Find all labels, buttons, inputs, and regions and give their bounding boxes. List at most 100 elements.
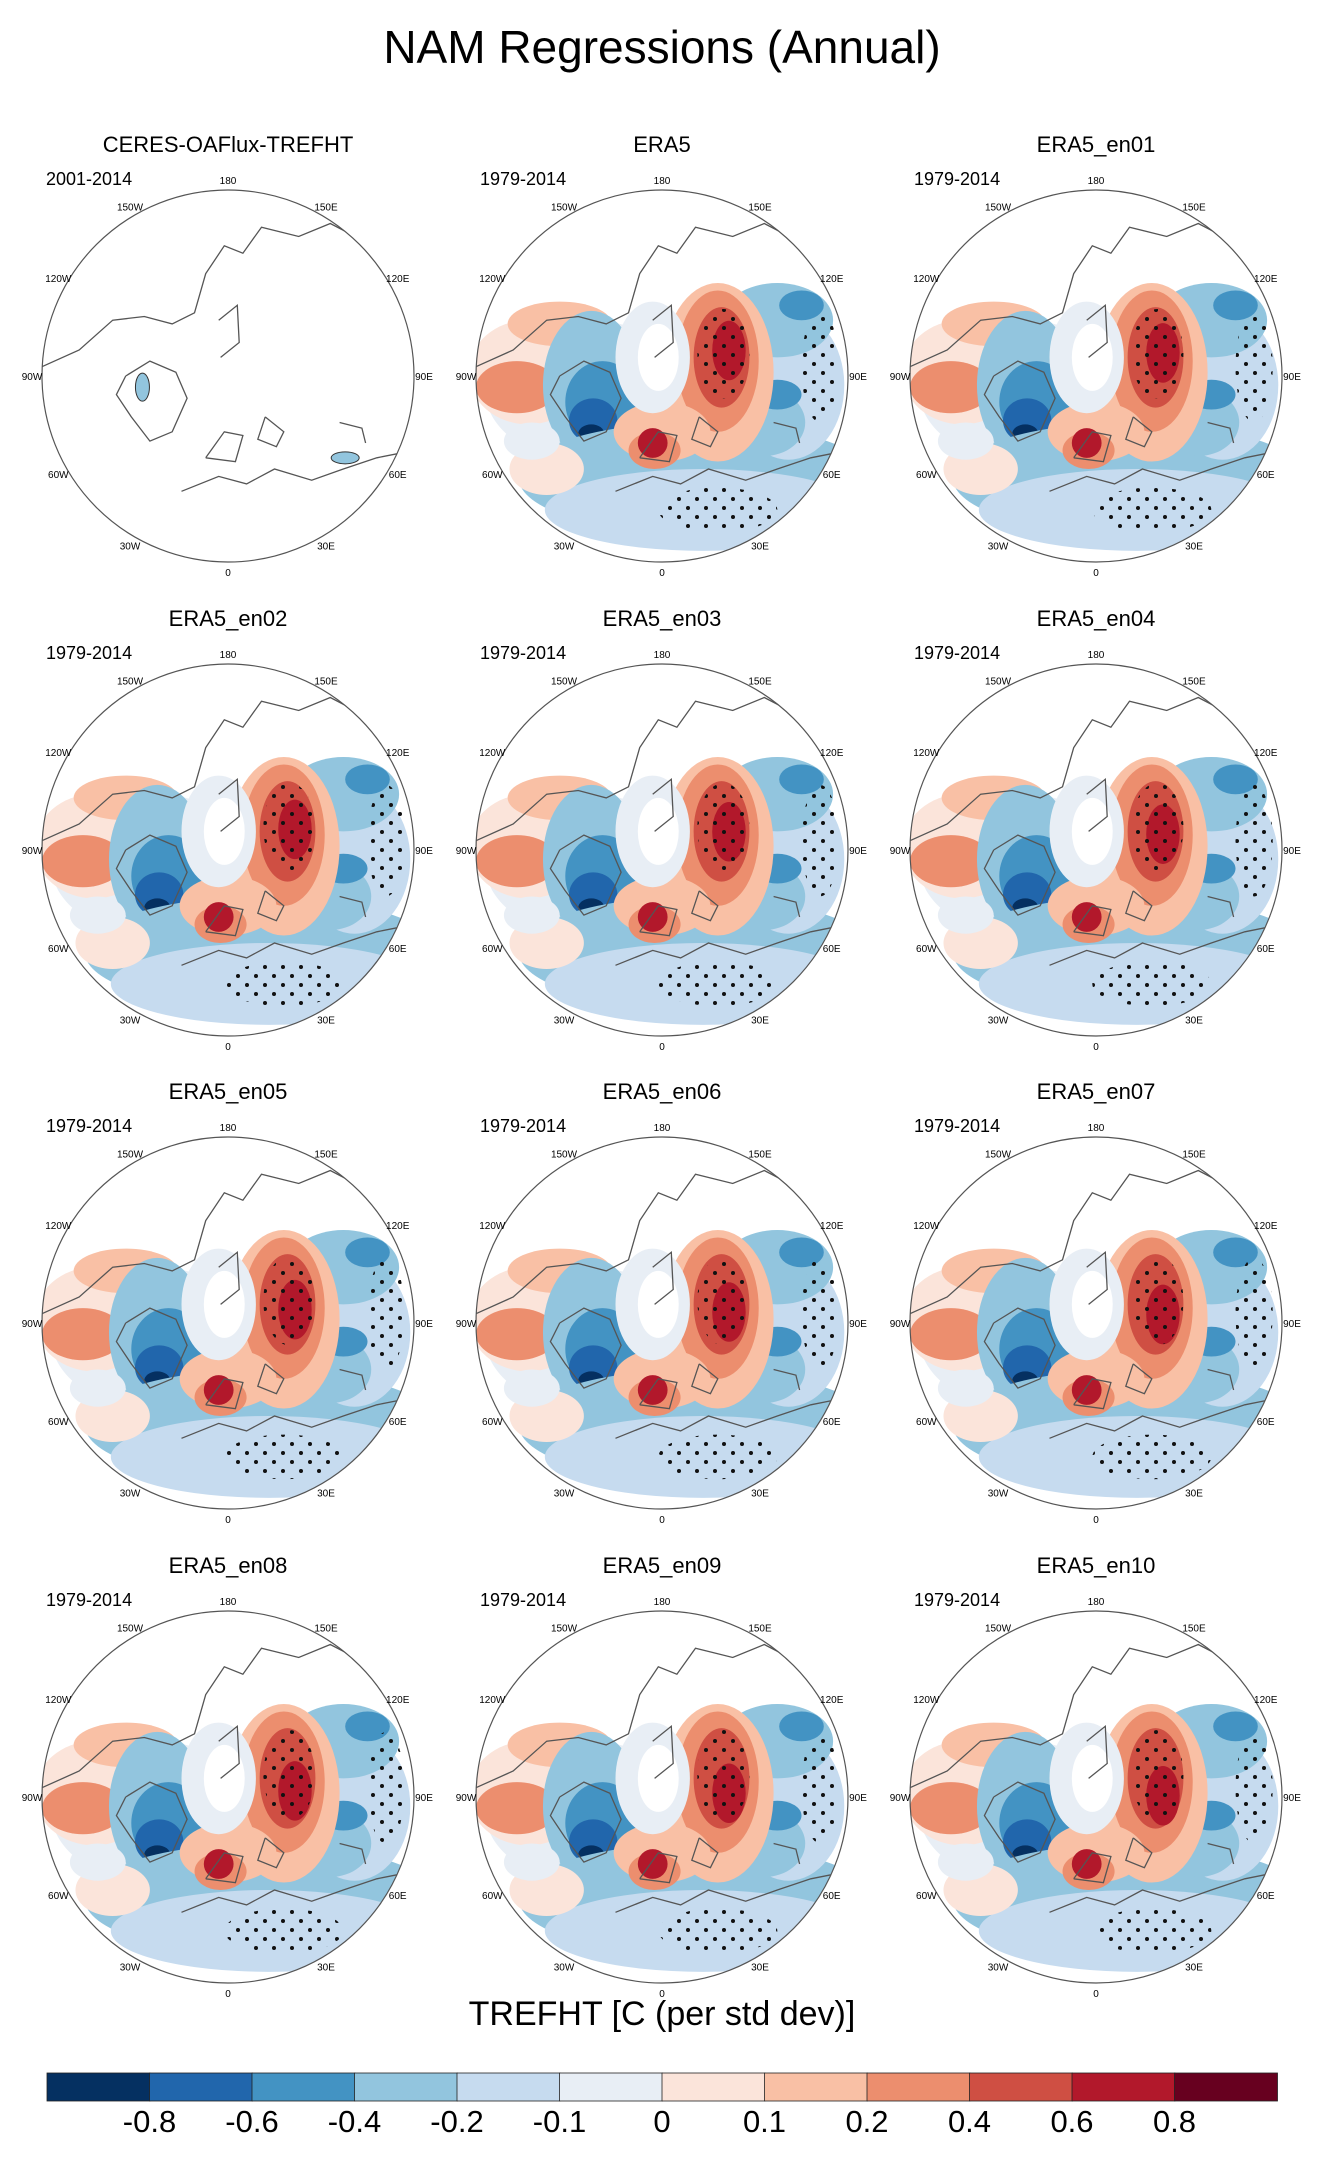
longitude-tick-label: 0 bbox=[1093, 1515, 1099, 1526]
panel-period: 1979-2014 bbox=[46, 643, 132, 663]
colorbar-label: TREFHT [C (per std dev)] bbox=[469, 1995, 856, 2033]
longitude-tick-label: 150W bbox=[117, 676, 144, 687]
longitude-tick-label: 150E bbox=[314, 202, 338, 213]
colorbar-tick-label: -0.4 bbox=[328, 2104, 381, 2139]
panel-title: ERA5_en04 bbox=[1037, 606, 1156, 631]
colorbar-swatch bbox=[559, 2072, 663, 2102]
significance-stippling bbox=[263, 783, 316, 873]
longitude-tick-label: 150W bbox=[551, 1149, 578, 1160]
longitude-tick-label: 90W bbox=[22, 372, 43, 383]
significance-stippling bbox=[697, 783, 750, 873]
longitude-tick-label: 90W bbox=[22, 1319, 43, 1330]
colorbar-tick-label: 0 bbox=[653, 2104, 670, 2139]
temperature-anomaly-field bbox=[476, 664, 848, 1036]
longitude-tick-label: 120W bbox=[45, 748, 72, 759]
longitude-tick-label: 150W bbox=[117, 202, 144, 213]
longitude-tick-label: 90E bbox=[1283, 372, 1301, 383]
coastlines bbox=[42, 1643, 414, 1913]
panel-period: 1979-2014 bbox=[914, 169, 1000, 189]
longitude-tick-label: 120W bbox=[45, 274, 72, 285]
colorbar-tick-label: -0.1 bbox=[533, 2104, 586, 2139]
significance-stippling bbox=[1131, 1730, 1184, 1820]
longitude-tick-label: 90W bbox=[456, 1319, 477, 1330]
longitude-tick-label: 0 bbox=[1093, 1042, 1099, 1053]
longitude-tick-label: 180 bbox=[654, 1597, 671, 1608]
longitude-tick-label: 120E bbox=[386, 1221, 410, 1232]
significance-stippling bbox=[1235, 1257, 1273, 1370]
longitude-tick-label: 60W bbox=[916, 470, 937, 481]
longitude-tick-label: 30E bbox=[1185, 1489, 1203, 1500]
longitude-tick-label: 120E bbox=[386, 1695, 410, 1706]
map-panel: 180 150E 120E 90E 60E 30E 0 30W 60W 90W 120W 150W CE… bbox=[22, 132, 434, 579]
longitude-tick-label: 60E bbox=[823, 1891, 841, 1902]
significance-stippling bbox=[697, 1256, 750, 1346]
longitude-tick-label: 120E bbox=[820, 274, 844, 285]
longitude-tick-label: 60W bbox=[916, 1417, 937, 1428]
longitude-tick-label: 120E bbox=[820, 1221, 844, 1232]
longitude-tick-label: 150E bbox=[1182, 1149, 1206, 1160]
panel-title: ERA5_en08 bbox=[169, 1553, 288, 1578]
panel-period: 1979-2014 bbox=[480, 1590, 566, 1610]
colorbar-swatch bbox=[251, 2072, 356, 2102]
longitude-tick-label: 90E bbox=[849, 372, 867, 383]
map-boundary-circle bbox=[909, 189, 1283, 563]
longitude-tick-label: 0 bbox=[225, 1042, 231, 1053]
longitude-tick-label: 150E bbox=[1182, 202, 1206, 213]
colorbar-swatch bbox=[1174, 2072, 1278, 2102]
longitude-tick-label: 90W bbox=[890, 372, 911, 383]
longitude-tick-label: 0 bbox=[1093, 1989, 1099, 2000]
longitude-tick-label: 60E bbox=[389, 944, 407, 955]
colorbar: TREFHT [C (per std dev)] -0.8 -0.6 -0.4 -0.… bbox=[46, 1995, 1278, 2139]
longitude-tick-label: 30W bbox=[554, 1963, 575, 1974]
longitude-tick-label: 30W bbox=[554, 542, 575, 553]
colorbar-tick-label: -0.6 bbox=[225, 2104, 278, 2139]
panel-period: 1979-2014 bbox=[46, 1590, 132, 1610]
longitude-tick-label: 180 bbox=[654, 176, 671, 187]
longitude-tick-label: 180 bbox=[220, 1597, 237, 1608]
longitude-tick-label: 90E bbox=[415, 846, 433, 857]
longitude-tick-label: 120E bbox=[820, 748, 844, 759]
longitude-tick-label: 90W bbox=[456, 846, 477, 857]
longitude-tick-label: 150W bbox=[551, 202, 578, 213]
significance-stippling bbox=[1235, 784, 1273, 897]
panel-title: CERES-OAFlux-TREFHT bbox=[103, 132, 354, 157]
map-panel: 180 150E 120E 90E 60E 30E 0 30W 60W 90W 120W 150W ER… bbox=[890, 1079, 1302, 1526]
panel-title: ERA5_en01 bbox=[1037, 132, 1156, 157]
longitude-tick-label: 0 bbox=[225, 568, 231, 579]
panel-grid: 180 150E 120E 90E 60E 30E 0 30W 60W 90W 120W 150W CE… bbox=[22, 132, 1302, 2000]
longitude-tick-label: 0 bbox=[659, 1515, 665, 1526]
longitude-tick-label: 120E bbox=[386, 274, 410, 285]
longitude-tick-label: 60E bbox=[1257, 1417, 1275, 1428]
map-panel: 180 150E 120E 90E 60E 30E 0 30W 60W 90W 120W 150W ER… bbox=[456, 132, 868, 579]
longitude-tick-label: 120W bbox=[479, 748, 506, 759]
significance-stippling bbox=[1092, 487, 1212, 533]
significance-stippling bbox=[224, 1908, 344, 1954]
longitude-tick-label: 30W bbox=[120, 542, 141, 553]
longitude-tick-label: 90E bbox=[1283, 1793, 1301, 1804]
longitude-tick-label: 0 bbox=[225, 1989, 231, 2000]
map-boundary-circle bbox=[475, 189, 849, 563]
map-boundary-circle bbox=[41, 1610, 415, 1984]
longitude-tick-label: 120E bbox=[1254, 274, 1278, 285]
longitude-tick-label: 90W bbox=[456, 372, 477, 383]
longitude-tick-label: 30E bbox=[1185, 1016, 1203, 1027]
colorbar-swatch bbox=[354, 2072, 458, 2102]
longitude-tick-label: 120E bbox=[1254, 1695, 1278, 1706]
longitude-tick-label: 30W bbox=[554, 1016, 575, 1027]
temperature-anomaly-field bbox=[42, 664, 414, 1036]
longitude-tick-label: 120W bbox=[913, 1695, 940, 1706]
panel-period: 1979-2014 bbox=[46, 1116, 132, 1136]
longitude-tick-label: 0 bbox=[659, 1042, 665, 1053]
coastlines bbox=[910, 1643, 1282, 1913]
longitude-tick-label: 30E bbox=[317, 1016, 335, 1027]
coastlines bbox=[42, 696, 414, 966]
significance-stippling bbox=[801, 1257, 839, 1370]
colorbar-tick-label: 0.2 bbox=[845, 2104, 888, 2139]
longitude-tick-label: 150W bbox=[551, 1623, 578, 1634]
significance-stippling bbox=[658, 487, 778, 533]
longitude-tick-label: 150W bbox=[985, 676, 1012, 687]
longitude-tick-label: 120W bbox=[479, 1221, 506, 1232]
significance-stippling bbox=[1092, 961, 1212, 1007]
longitude-tick-label: 150W bbox=[985, 1149, 1012, 1160]
